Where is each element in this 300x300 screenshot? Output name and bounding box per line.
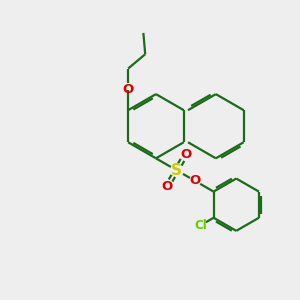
Text: O: O [189, 174, 201, 188]
Text: O: O [180, 148, 191, 161]
Text: O: O [162, 180, 173, 193]
Text: S: S [171, 163, 182, 178]
Text: O: O [122, 83, 134, 97]
Text: Cl: Cl [194, 219, 207, 232]
